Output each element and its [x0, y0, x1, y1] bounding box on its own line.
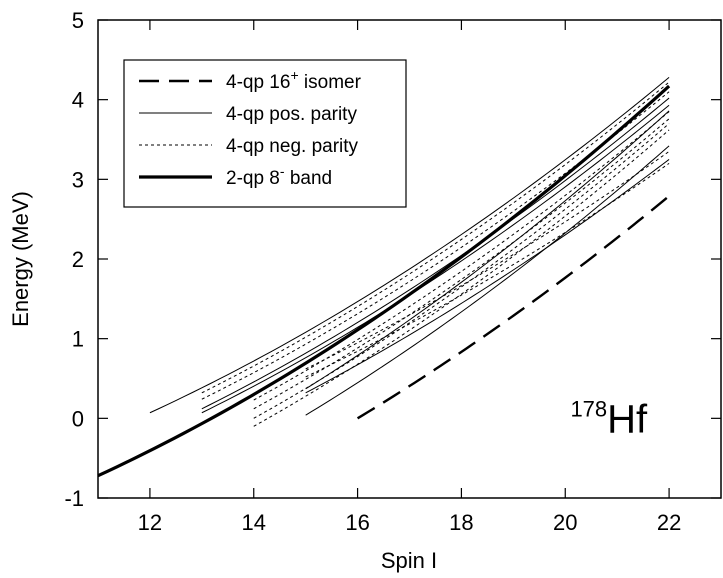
legend-label-suffix-3: band — [285, 168, 333, 189]
legend-label-sup-0: + — [290, 67, 298, 83]
y-tick-label-3: 3 — [72, 167, 84, 192]
x-tick-label-22: 22 — [657, 510, 681, 535]
nucleus-annotation: 178Hf — [570, 396, 648, 441]
y-tick-label-2: 2 — [72, 247, 84, 272]
legend-label-suffix-0: isomer — [299, 72, 362, 93]
y-tick-label-4: 4 — [72, 88, 84, 113]
x-axis-label: Spin I — [381, 548, 437, 573]
legend-label-2: 4-qp neg. parity — [226, 136, 359, 157]
x-tick-label-14: 14 — [242, 510, 266, 535]
y-tick-label-5: 5 — [72, 8, 84, 33]
y-tick-label-0: 0 — [72, 406, 84, 431]
y-tick-label--1: -1 — [64, 486, 84, 511]
x-tick-label-18: 18 — [449, 510, 473, 535]
annotation-mass-number: 178 — [570, 396, 607, 421]
y-tick-label-1: 1 — [72, 327, 84, 352]
x-tick-label-12: 12 — [138, 510, 162, 535]
series-curve-0 — [358, 196, 670, 418]
x-tick-label-16: 16 — [345, 510, 369, 535]
legend-label-1: 4-qp pos. parity — [226, 104, 357, 125]
annotation-element: Hf — [607, 397, 648, 441]
x-tick-label-20: 20 — [553, 510, 577, 535]
y-axis-label: Energy (MeV) — [8, 191, 33, 327]
